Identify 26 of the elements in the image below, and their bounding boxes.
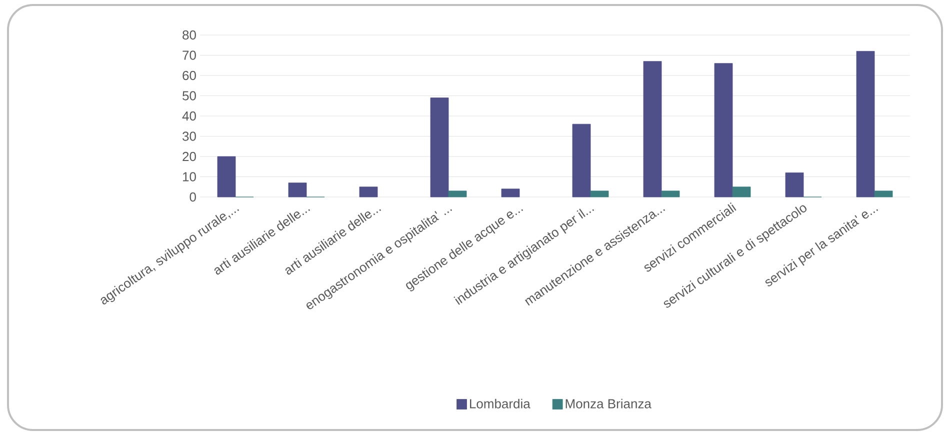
y-tick-label: 30 xyxy=(182,132,196,141)
y-tick-label: 20 xyxy=(182,152,196,162)
bar xyxy=(856,51,875,198)
bar xyxy=(590,190,609,198)
y-tick-label: 40 xyxy=(182,111,196,121)
bar xyxy=(874,190,893,198)
bar xyxy=(217,156,236,198)
bar xyxy=(501,188,520,198)
legend-label: Monza Brianza xyxy=(566,398,652,408)
y-tick-label: 10 xyxy=(183,172,196,182)
bar xyxy=(785,172,804,198)
bar xyxy=(714,63,733,198)
legend-label: Lombardia xyxy=(470,398,530,408)
bar xyxy=(288,182,307,198)
y-tick-label: 60 xyxy=(182,70,196,80)
y-tick-label: 50 xyxy=(182,91,196,100)
y-tick-label: 70 xyxy=(182,50,196,60)
bar xyxy=(448,190,467,198)
bar xyxy=(359,186,378,198)
bar xyxy=(732,186,751,198)
bar xyxy=(643,61,662,198)
bar xyxy=(572,124,591,198)
y-tick-label: 80 xyxy=(182,30,196,40)
bar xyxy=(661,190,680,198)
bar xyxy=(430,98,449,198)
y-tick-label: 0 xyxy=(190,192,196,202)
